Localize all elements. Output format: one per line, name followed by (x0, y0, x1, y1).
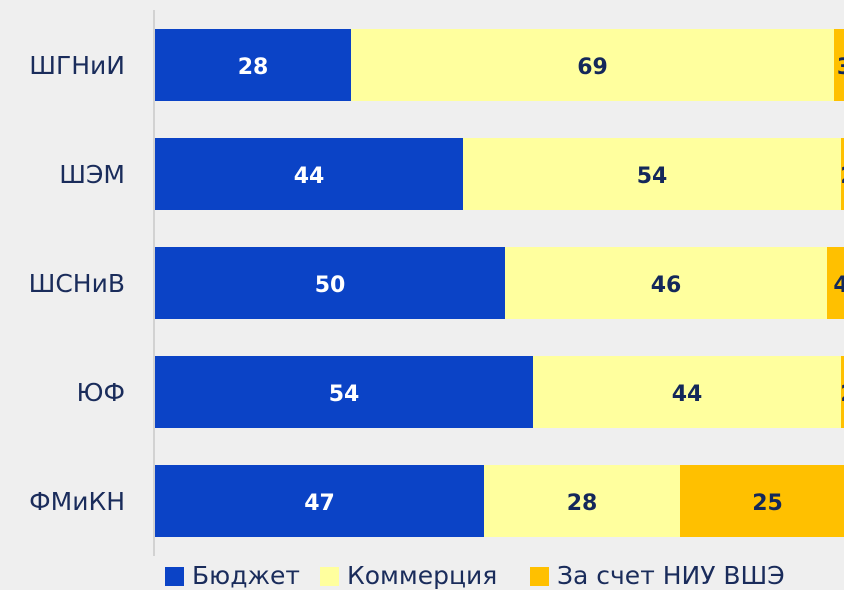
value-label: 47 (304, 491, 335, 516)
legend-label: Бюджет (192, 561, 300, 590)
category-label: ЮФ (76, 378, 125, 407)
value-label: 69 (577, 55, 608, 80)
value-label: 2 (840, 164, 844, 189)
bar-segment (841, 356, 844, 428)
category-label: ШЭМ (59, 160, 125, 189)
value-label: 28 (567, 491, 598, 516)
bar-segment (827, 247, 844, 319)
value-label: 3 (837, 55, 844, 80)
value-label: 25 (752, 491, 783, 516)
category-label: ШСНиВ (29, 269, 125, 298)
bar-segment (155, 356, 533, 428)
bar-segment (841, 138, 844, 210)
bar-segment (463, 138, 841, 210)
value-label: 44 (294, 164, 325, 189)
bar-segment (155, 138, 463, 210)
value-label: 46 (651, 273, 682, 298)
bar-segment (533, 356, 841, 428)
value-label: 54 (637, 164, 668, 189)
legend-swatch (320, 567, 339, 586)
legend-label: За счет НИУ ВШЭ (557, 561, 785, 590)
bar-segment (834, 29, 844, 101)
value-label: 44 (672, 382, 703, 407)
bar-segment (155, 29, 351, 101)
bar-segment (351, 29, 834, 101)
bar-segment (155, 247, 505, 319)
legend-label: Коммерция (347, 561, 497, 590)
value-label: 4 (833, 273, 844, 298)
legend-swatch (165, 567, 184, 586)
bar-segment (680, 465, 844, 537)
legend-swatch (530, 567, 549, 586)
bar-segment (484, 465, 680, 537)
bar-segment (505, 247, 827, 319)
category-label: ФМиКН (29, 487, 125, 516)
value-label: 2 (840, 382, 844, 407)
value-label: 28 (238, 55, 269, 80)
category-label: ШГНиИ (29, 51, 125, 80)
bar-segment (155, 465, 484, 537)
value-label: 54 (329, 382, 360, 407)
value-label: 50 (315, 273, 346, 298)
